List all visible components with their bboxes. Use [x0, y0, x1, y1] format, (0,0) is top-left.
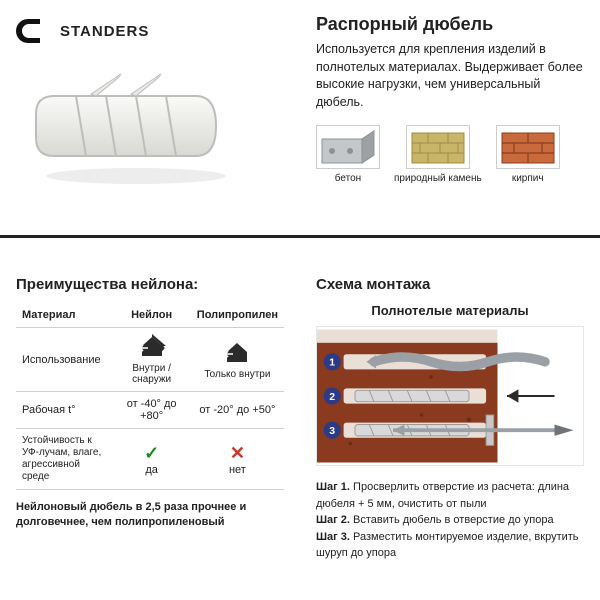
quad-bottom-right: Схема монтажа Полнотелые материалы 1	[300, 262, 600, 600]
row-label: Использование	[16, 328, 112, 392]
material-brick-icon	[496, 125, 560, 169]
scheme-title: Схема монтажа	[316, 276, 584, 293]
brand-row: STANDERS	[16, 14, 284, 48]
cross-icon: ✕	[230, 443, 245, 463]
house-inout-icon	[138, 334, 166, 358]
quad-bottom-left: Преимущества нейлона: Материал Нейлон По…	[0, 262, 300, 600]
svg-text:1: 1	[329, 358, 335, 369]
cell-usage-nylon: Внутри / снаружи	[112, 328, 190, 392]
cell-usage-pp: Только внутри	[191, 328, 284, 392]
advantages-footnote: Нейлоновый дюбель в 2,5 раза прочнее и д…	[16, 500, 284, 530]
scheme-subtitle: Полнотелые материалы	[316, 303, 584, 318]
material-concrete: бетон	[316, 125, 380, 184]
material-concrete-icon	[316, 125, 380, 169]
check-icon: ✓	[144, 443, 159, 463]
table-row: Рабочая t° от -40° до +80° от -20° до +5…	[16, 392, 284, 429]
step-3: Шаг 3. Разместить монтируемое изделие, в…	[316, 529, 584, 562]
product-title: Распорный дюбель	[316, 14, 584, 35]
col-pp: Полипропилен	[191, 303, 284, 328]
row-label: Материал	[16, 303, 112, 328]
product-image	[16, 56, 256, 196]
row-label: Рабочая t°	[16, 392, 112, 429]
advantages-title: Преимущества нейлона:	[16, 276, 284, 293]
material-stone-label: природный камень	[394, 173, 482, 184]
brand-name: STANDERS	[60, 23, 149, 40]
table-row: Материал Нейлон Полипропилен	[16, 303, 284, 328]
svg-text:2: 2	[329, 392, 335, 403]
infographic-page: STANDERS	[0, 0, 600, 600]
step-1: Шаг 1. Просверлить отверстие из расчета:…	[316, 479, 584, 512]
advantages-table: Материал Нейлон Полипропилен Использован…	[16, 303, 284, 490]
horizontal-divider	[0, 235, 600, 263]
row-label: Устойчивость к УФ-лучам, влаге, агрессив…	[16, 429, 112, 490]
col-nylon: Нейлон	[112, 303, 190, 328]
material-brick-label: кирпич	[512, 173, 544, 184]
table-row: Использование Внутри / снаружи	[16, 328, 284, 392]
product-description: Используется для крепления изделий в пол…	[316, 41, 584, 111]
brand-logo-icon	[16, 14, 50, 48]
quad-top-left: STANDERS	[0, 0, 300, 235]
quad-top-right: Распорный дюбель Используется для крепле…	[300, 0, 600, 235]
cell-resist-nylon: ✓ да	[112, 429, 190, 490]
cell-temp-nylon: от -40° до +80°	[112, 392, 190, 429]
material-brick: кирпич	[496, 125, 560, 184]
material-stone-icon	[406, 125, 470, 169]
svg-text:3: 3	[329, 426, 335, 437]
materials-row: бетон природный камень к	[316, 125, 584, 184]
material-concrete-label: бетон	[335, 173, 361, 184]
scheme-steps: Шаг 1. Просверлить отверстие из расчета:…	[316, 479, 584, 562]
house-in-icon	[223, 340, 251, 364]
material-stone: природный камень	[394, 125, 482, 184]
table-row: Устойчивость к УФ-лучам, влаге, агрессив…	[16, 429, 284, 490]
cell-resist-pp: ✕ нет	[191, 429, 284, 490]
cell-temp-pp: от -20° до +50°	[191, 392, 284, 429]
installation-diagram: 1 2 3	[316, 326, 584, 466]
step-2: Шаг 2. Вставить дюбель в отверстие до уп…	[316, 512, 584, 529]
